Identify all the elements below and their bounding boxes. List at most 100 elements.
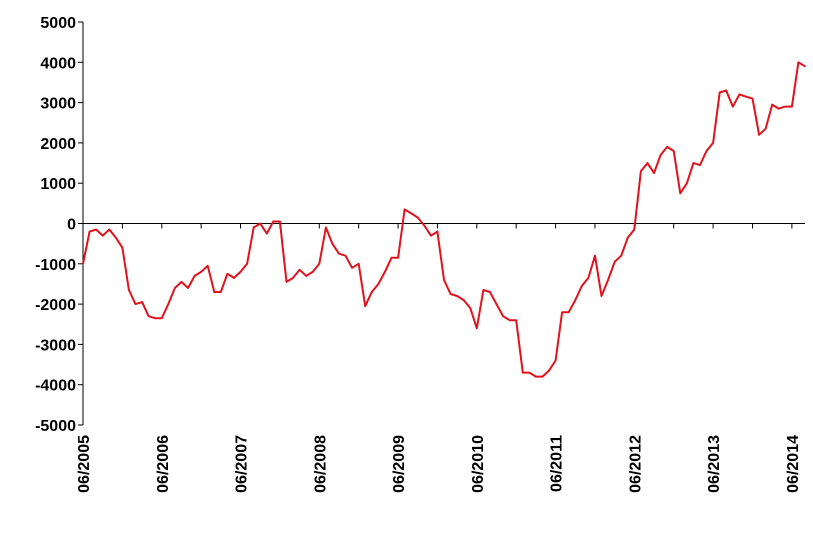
data-point [587, 277, 590, 279]
data-point [115, 236, 117, 239]
data-point [88, 230, 91, 233]
data-point [167, 303, 170, 305]
data-point [108, 228, 111, 231]
data-point [141, 301, 143, 303]
data-point [384, 271, 386, 273]
y-tick-label: -1000 [35, 257, 76, 274]
y-tick-label: 5000 [40, 15, 76, 32]
data-point [298, 269, 301, 271]
data-point [613, 260, 616, 263]
data-point [187, 287, 189, 289]
data-point [82, 263, 84, 265]
data-point [705, 150, 708, 152]
data-point [213, 291, 216, 293]
data-point [423, 224, 426, 227]
data-point [633, 228, 636, 231]
data-point [653, 172, 655, 174]
data-point [574, 299, 577, 301]
data-point [607, 279, 609, 281]
data-point [718, 91, 721, 94]
data-point [410, 212, 412, 215]
data-point [745, 95, 747, 98]
data-point [436, 230, 439, 233]
data-point [758, 134, 760, 136]
data-point [666, 146, 668, 148]
data-point [95, 228, 97, 231]
data-point [482, 289, 485, 291]
data-point [567, 311, 570, 313]
x-tick-label: 06/2006 [155, 435, 172, 493]
data-point [521, 371, 524, 374]
data-point [732, 105, 734, 108]
data-point [679, 192, 682, 195]
data-point [200, 271, 202, 273]
y-tick-label: -5000 [35, 418, 76, 435]
x-tick-label: 06/2014 [785, 435, 802, 493]
data-point [686, 182, 688, 184]
data-point [712, 142, 714, 144]
x-tick-label: 06/2011 [549, 435, 566, 492]
data-point [495, 303, 498, 305]
data-point [325, 226, 327, 229]
data-point [390, 256, 393, 259]
data-point [771, 103, 773, 106]
data-point [797, 61, 800, 64]
data-point [351, 267, 353, 269]
data-point [259, 222, 262, 225]
x-tick-label: 06/2012 [627, 435, 644, 493]
data-point [541, 375, 544, 378]
data-point [311, 271, 314, 273]
y-tick-label: -2000 [35, 297, 76, 314]
data-point [561, 311, 563, 313]
data-point [764, 127, 767, 130]
data-point [489, 291, 491, 293]
data-point [430, 234, 432, 237]
data-point [502, 315, 504, 317]
data-point [449, 293, 452, 295]
data-point [239, 271, 242, 273]
data-point [659, 154, 662, 156]
y-tick-label: -3000 [35, 337, 76, 354]
x-tick-label: 06/2007 [234, 435, 251, 493]
data-point [469, 307, 472, 309]
data-point [777, 107, 780, 110]
data-point [279, 220, 281, 223]
data-point [233, 277, 235, 279]
data-point [515, 319, 517, 322]
data-point [620, 254, 623, 257]
data-point [548, 369, 550, 372]
data-point [791, 105, 793, 108]
data-point [640, 170, 642, 172]
data-point [180, 281, 183, 283]
data-point [318, 263, 321, 265]
series-line [82, 61, 806, 378]
data-point [147, 315, 150, 317]
data-point [804, 65, 806, 68]
y-tick-label: 2000 [40, 136, 76, 153]
y-axis: 5000 4000 3000 2000 1000 0 -1000 -2000 -3000 -400… [35, 15, 84, 435]
data-point [784, 105, 787, 108]
data-point [443, 279, 445, 281]
data-point [403, 208, 406, 211]
data-point [193, 275, 196, 277]
data-point [344, 254, 347, 257]
data-point [121, 246, 124, 249]
data-point [626, 236, 629, 239]
data-point [672, 150, 675, 152]
data-point [160, 317, 163, 320]
x-tick-label: 06/2008 [312, 435, 329, 493]
series-group [82, 61, 806, 378]
x-tick-label: 06/2013 [706, 435, 723, 493]
data-point [646, 162, 649, 164]
data-point [535, 375, 537, 378]
data-point [331, 242, 334, 245]
data-point [265, 232, 268, 235]
data-point [338, 252, 340, 255]
data-point [364, 305, 367, 307]
y-tick-label: 3000 [40, 96, 76, 113]
data-point [226, 273, 229, 275]
x-axis: 06/2005 06/2006 06/2007 06/2008 06/2009 06/20… [76, 223, 805, 493]
data-point [508, 319, 511, 322]
data-point [751, 97, 754, 100]
